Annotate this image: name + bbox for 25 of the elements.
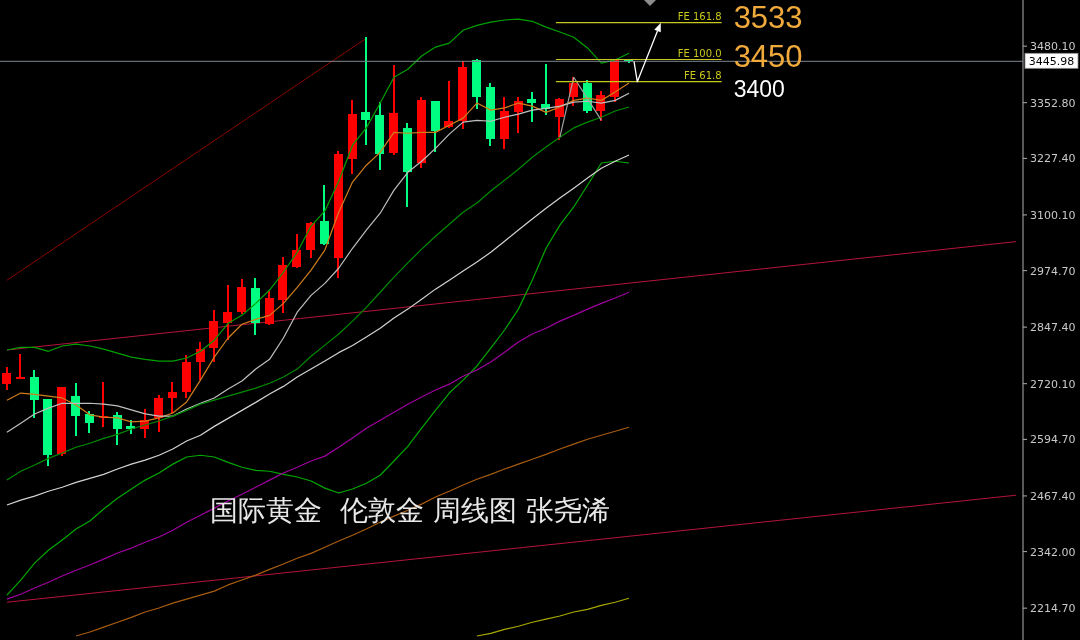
- y-tick-label: 2720.10: [1030, 377, 1076, 391]
- ref-line-label: FE 100.0: [677, 47, 722, 59]
- ref-line-label: 3445.98: [1028, 54, 1075, 68]
- ref-line-label: FE 161.8: [677, 10, 722, 22]
- line-series: [6, 291, 630, 600]
- line-series: [476, 597, 630, 637]
- annotation: 3400: [733, 75, 785, 102]
- line-series: [75, 426, 630, 637]
- annotation: 3533: [733, 0, 803, 36]
- y-tick-label: 3100.10: [1030, 208, 1076, 222]
- ref-line-label: FE 61.8: [684, 69, 722, 81]
- y-tick-label: 3227.40: [1030, 152, 1076, 166]
- line-series: [6, 160, 630, 596]
- y-tick-label: 2974.70: [1030, 264, 1076, 278]
- y-tick-label: 3480.10: [1030, 40, 1076, 54]
- line-series: [6, 106, 630, 481]
- y-tick-label: 2847.40: [1030, 321, 1076, 335]
- y-tick-label: 2214.70: [1030, 602, 1076, 616]
- line-series: [6, 18, 630, 362]
- y-tick-label: 2594.70: [1030, 433, 1076, 447]
- y-tick-label: 2342.00: [1030, 545, 1076, 559]
- y-tick-label: 2467.40: [1030, 489, 1076, 503]
- annotation: 3450: [733, 39, 803, 75]
- line-series: [559, 76, 602, 138]
- y-tick-label: 3352.80: [1030, 96, 1076, 110]
